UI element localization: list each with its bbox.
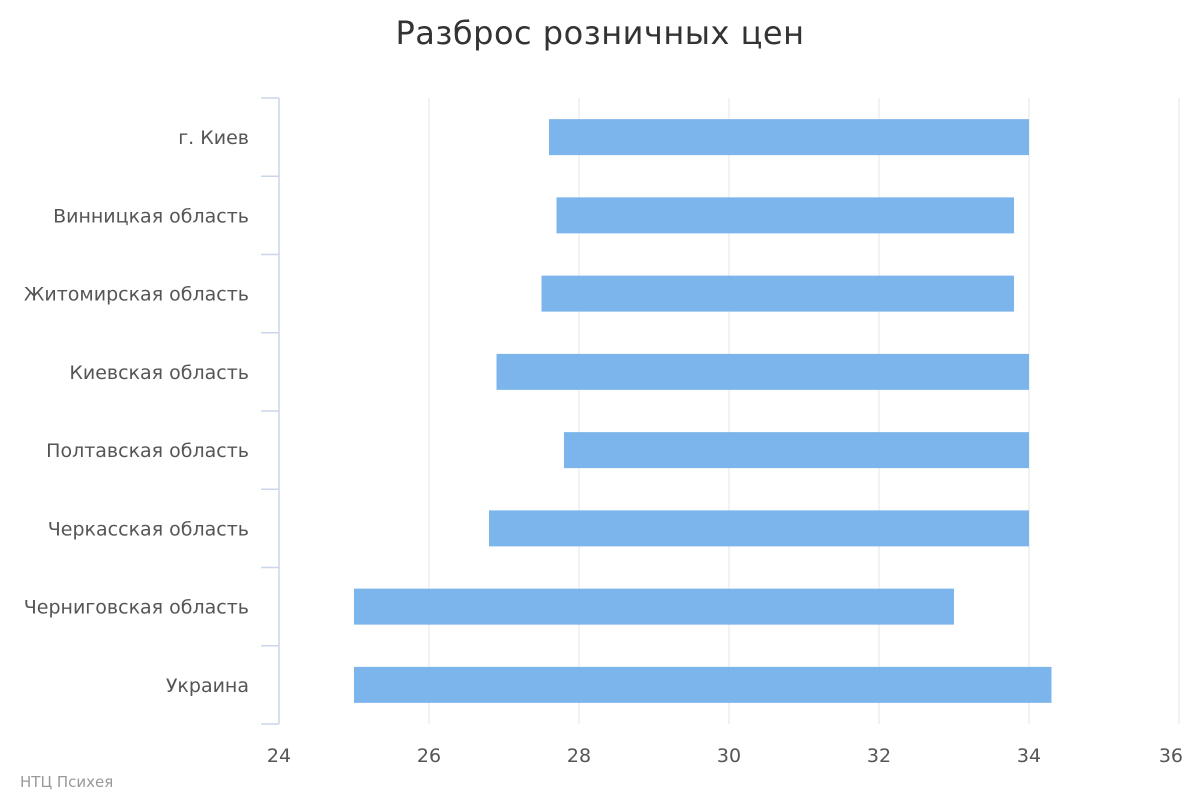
x-tick-label: 26 (417, 745, 441, 767)
range-bar (354, 666, 1052, 703)
category-label: Житомирская область (24, 284, 249, 306)
x-tick-label: 36 (1159, 745, 1183, 767)
category-label: Винницкая область (53, 205, 249, 227)
range-bar (354, 588, 954, 625)
x-tick-label: 32 (867, 745, 891, 767)
x-tick-label: 24 (267, 745, 291, 767)
category-label: г. Киев (178, 127, 249, 149)
range-bar (541, 275, 1014, 312)
x-tick-label: 28 (567, 745, 591, 767)
x-tick-label: 30 (717, 745, 741, 767)
range-bar (564, 432, 1029, 469)
range-bar (489, 510, 1029, 547)
x-tick-label: 34 (1017, 745, 1041, 767)
category-label: Украина (166, 675, 249, 697)
category-label: Киевская область (69, 362, 249, 384)
range-bar (496, 353, 1029, 390)
credits-label[interactable]: НТЦ Психея (20, 773, 114, 791)
range-bar (549, 119, 1029, 156)
chart-title: Разброс розничных цен (395, 14, 805, 52)
range-bar (556, 197, 1014, 234)
category-label: Черкасская область (48, 518, 249, 540)
category-label: Черниговская область (24, 597, 249, 619)
category-label: Полтавская область (46, 440, 249, 462)
